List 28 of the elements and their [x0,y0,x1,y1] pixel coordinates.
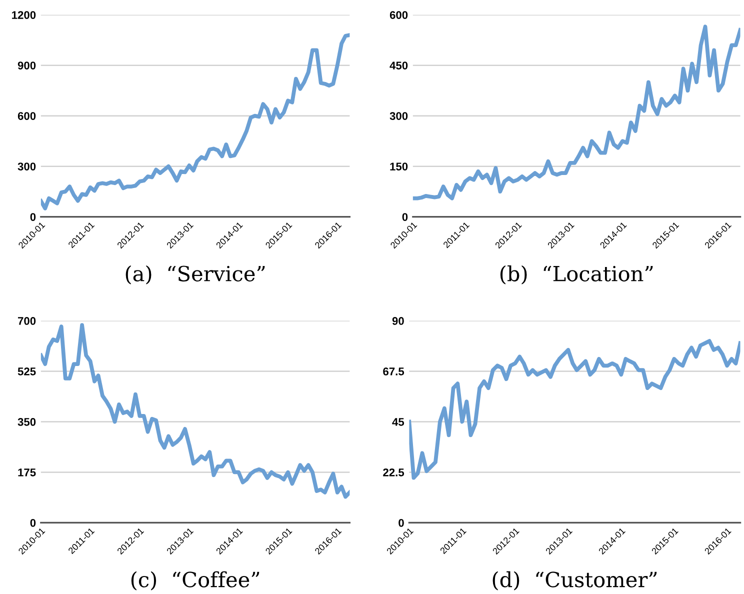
y-tick-label: 900 [18,62,36,70]
y-tick-label: 600 [18,112,36,120]
y-tick-label: 175 [18,468,36,476]
y-tick-label: 0 [30,213,36,221]
y-tick-label: 0 [402,213,408,221]
y-tick-label: 450 [390,62,408,70]
y-tick-label: 1200 [12,11,36,19]
y-tick-label: 525 [18,368,36,376]
y-tick-label: 150 [390,162,408,170]
y-tick-label: 350 [18,418,36,426]
line-series [409,339,740,480]
y-tick-label: 300 [390,112,408,120]
y-tick-label: 22.5 [383,468,404,476]
y-tick-label: 700 [18,317,36,325]
text: (c) “Coffee” [131,571,260,590]
line-series [40,33,350,210]
text: (b) “Location” [500,265,653,284]
y-tick-label: 67.5 [383,368,404,376]
line-series [40,323,350,499]
y-tick-label: 0 [30,518,36,527]
text: (d) “Customer” [492,571,657,590]
line-series [412,24,740,200]
y-tick-label: 300 [18,162,36,170]
y-tick-label: 90 [392,317,404,325]
y-tick-label: 0 [398,518,404,527]
y-tick-label: 600 [390,11,408,19]
text: (a) “Service” [126,265,265,284]
y-tick-label: 45 [392,418,404,426]
